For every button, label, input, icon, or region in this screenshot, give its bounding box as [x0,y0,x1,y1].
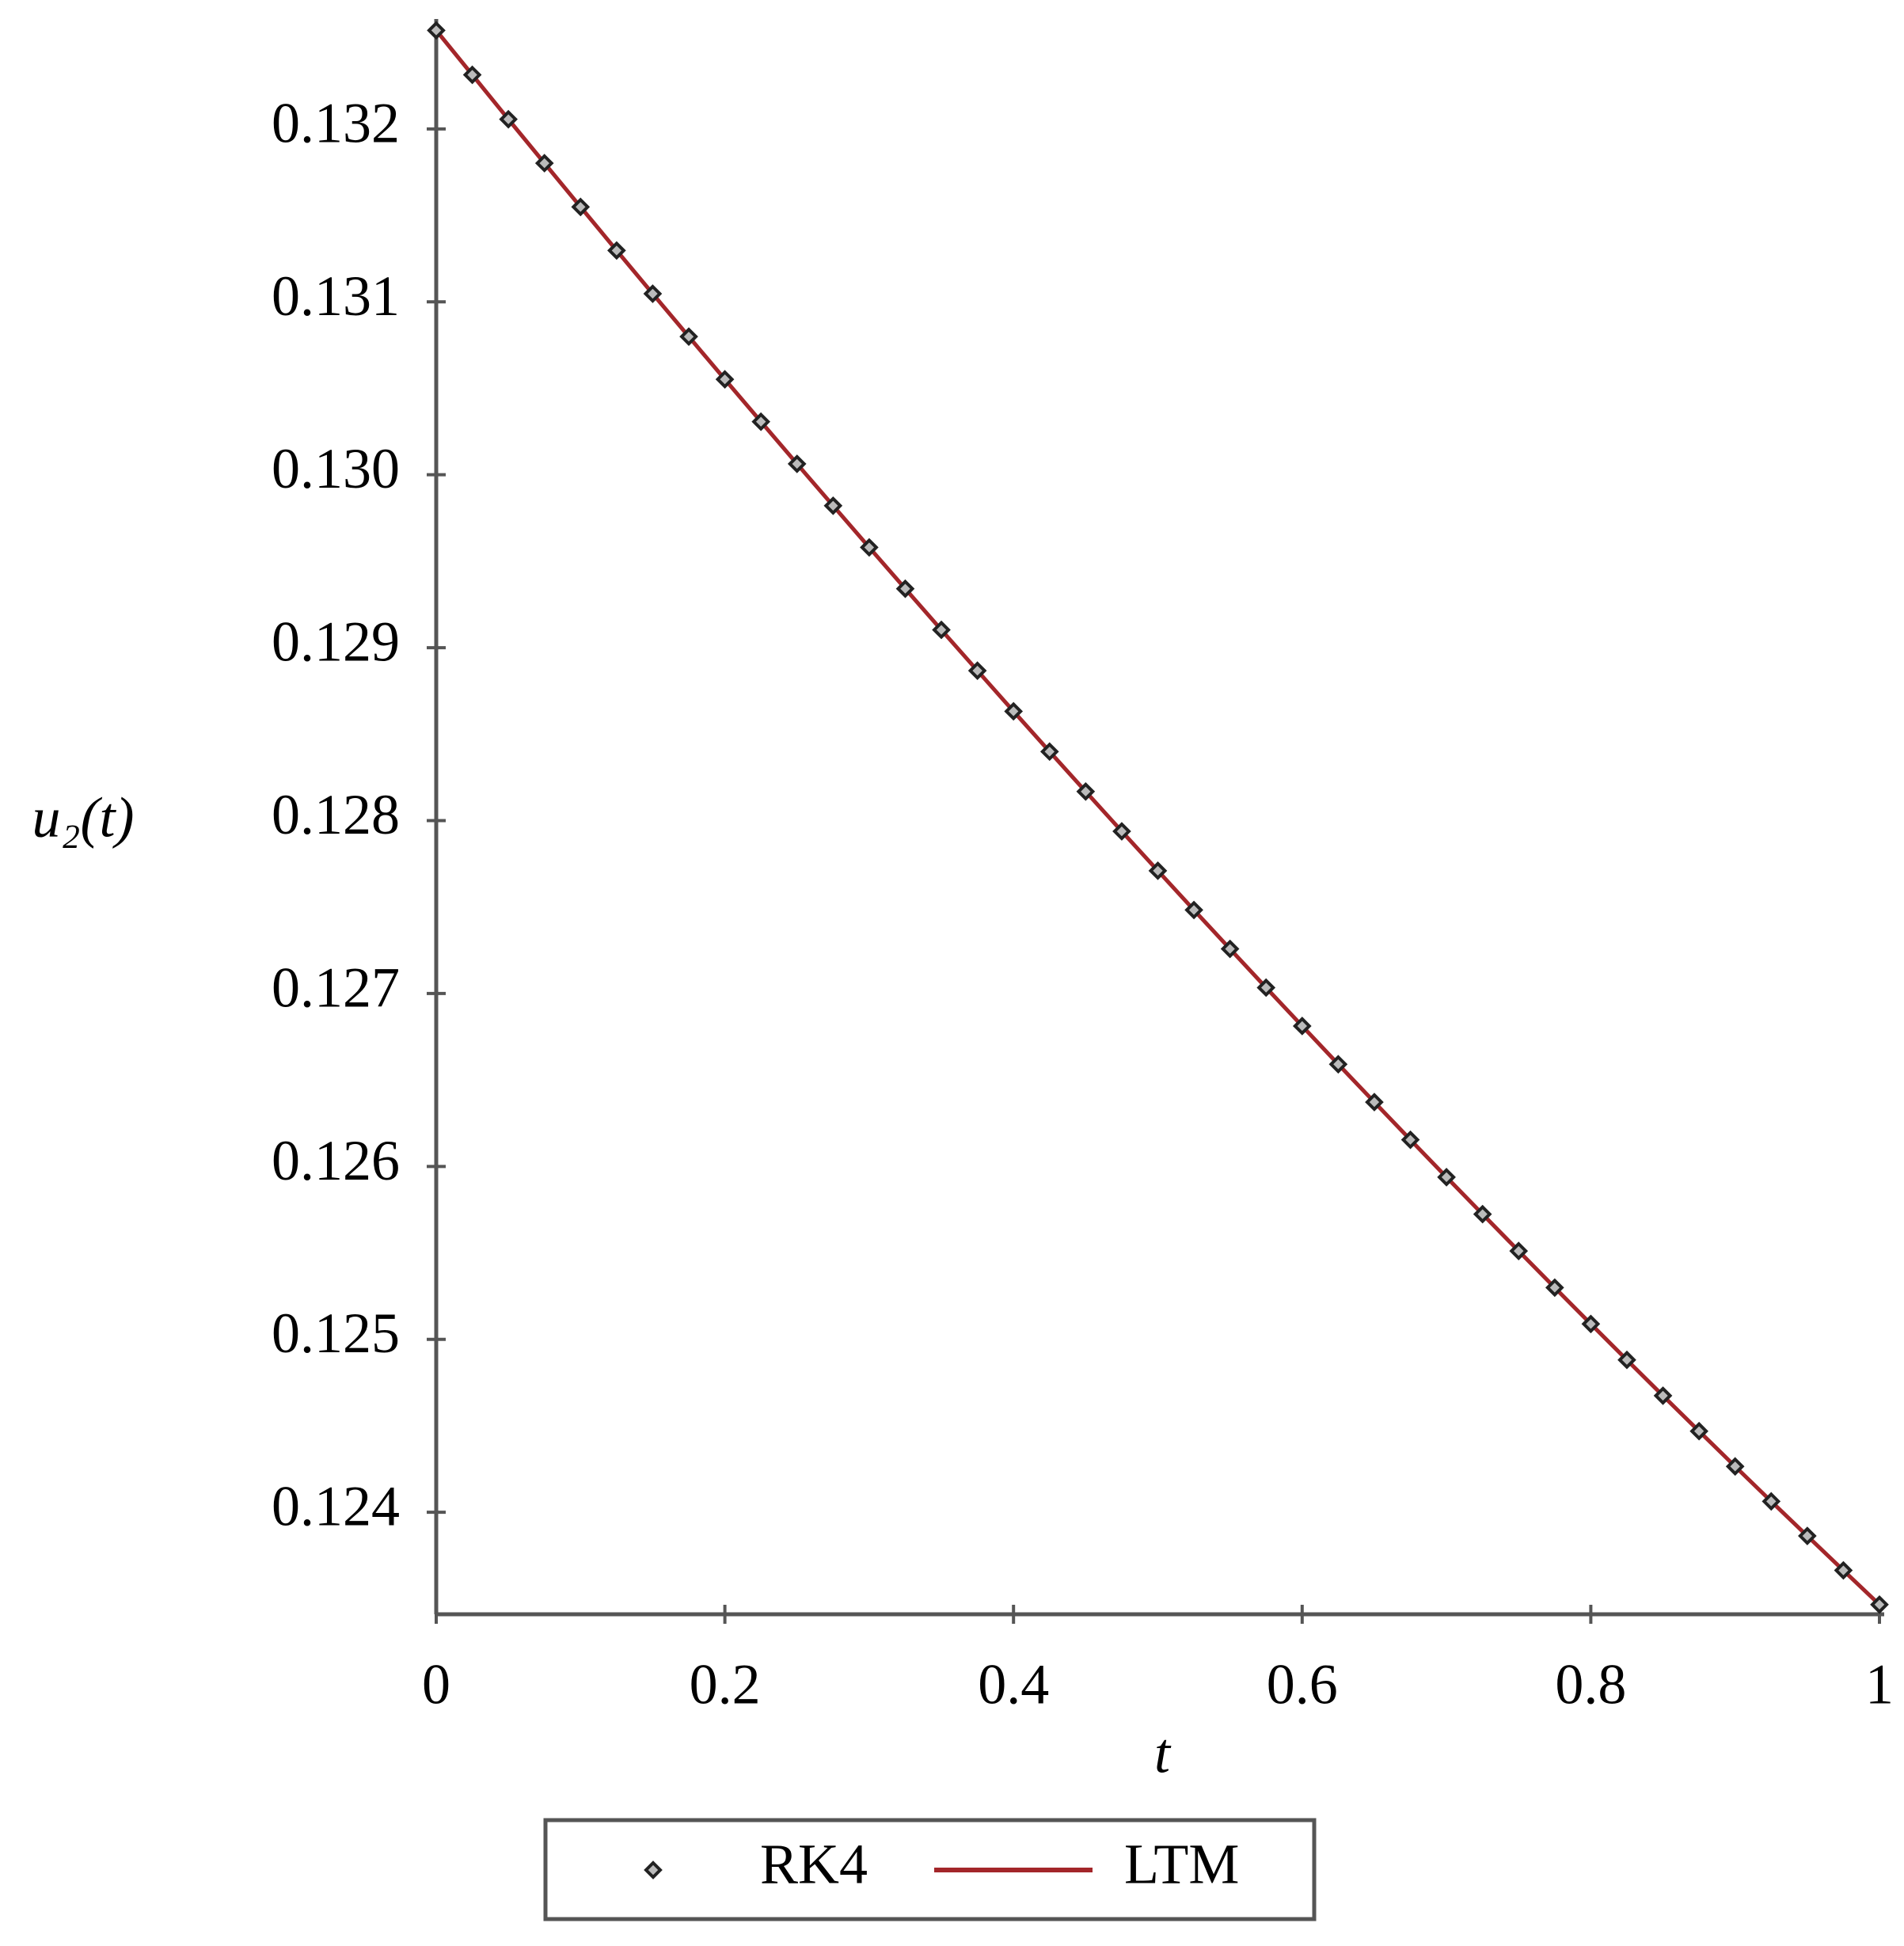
legend-label: LTM [1124,1833,1239,1896]
point [1761,1492,1781,1511]
point [1689,1421,1708,1441]
point [462,65,482,85]
legend: RK4 LTM [543,1818,1317,1921]
point [1292,1017,1312,1036]
point [1004,701,1024,721]
point [823,496,843,515]
y-axis-label: u₂(t) [32,786,135,849]
point [1509,1241,1529,1260]
point [1365,1093,1384,1112]
point [1834,1560,1853,1580]
point [1076,781,1096,801]
point [499,109,518,129]
legend-box [543,1818,1317,1921]
x-axis-label: t [1154,1722,1172,1785]
y-tick-label: 0.126 [272,1129,400,1192]
y-tick-label: 0.130 [272,437,400,500]
x-tick-label: 0.2 [690,1653,761,1716]
point [1581,1314,1601,1334]
point [1473,1204,1492,1224]
point [1798,1526,1817,1545]
x-tick-label: 0 [422,1653,450,1716]
point [643,284,663,303]
point [571,197,591,217]
point [1039,742,1059,762]
legend-swatch [644,1860,663,1879]
point [715,370,735,389]
point [1328,1055,1348,1074]
point [1617,1350,1636,1370]
x-tick-label: 0.4 [978,1653,1049,1716]
point [1400,1130,1420,1150]
point [1653,1386,1673,1405]
x-tick-label: 0.8 [1555,1653,1626,1716]
y-tick-label: 0.131 [272,264,400,328]
y-tick-label: 0.129 [272,610,400,674]
legend-label: RK4 [760,1833,868,1896]
point [967,661,987,680]
x-tick-label: 0.6 [1267,1653,1338,1716]
x-tick-label: 1 [1865,1653,1894,1716]
point [1256,978,1276,998]
point [1437,1168,1456,1187]
point [932,620,951,640]
y-tick-label: 0.132 [272,91,400,154]
point [679,327,698,347]
point [427,21,446,40]
point [1725,1457,1745,1477]
point [1148,861,1168,880]
point [1112,822,1131,841]
point [895,579,915,599]
point [1545,1278,1564,1298]
point [1220,939,1240,959]
point [751,412,771,431]
point [534,154,554,173]
point [1870,1594,1889,1614]
point [607,241,626,260]
line [435,29,1881,1606]
point [1184,900,1203,920]
y-tick-label: 0.127 [272,956,400,1019]
y-tick-label: 0.128 [272,783,400,846]
point [787,454,807,473]
y-tick-label: 0.124 [272,1475,400,1538]
y-tick-label: 0.125 [272,1302,400,1365]
point [860,538,879,557]
